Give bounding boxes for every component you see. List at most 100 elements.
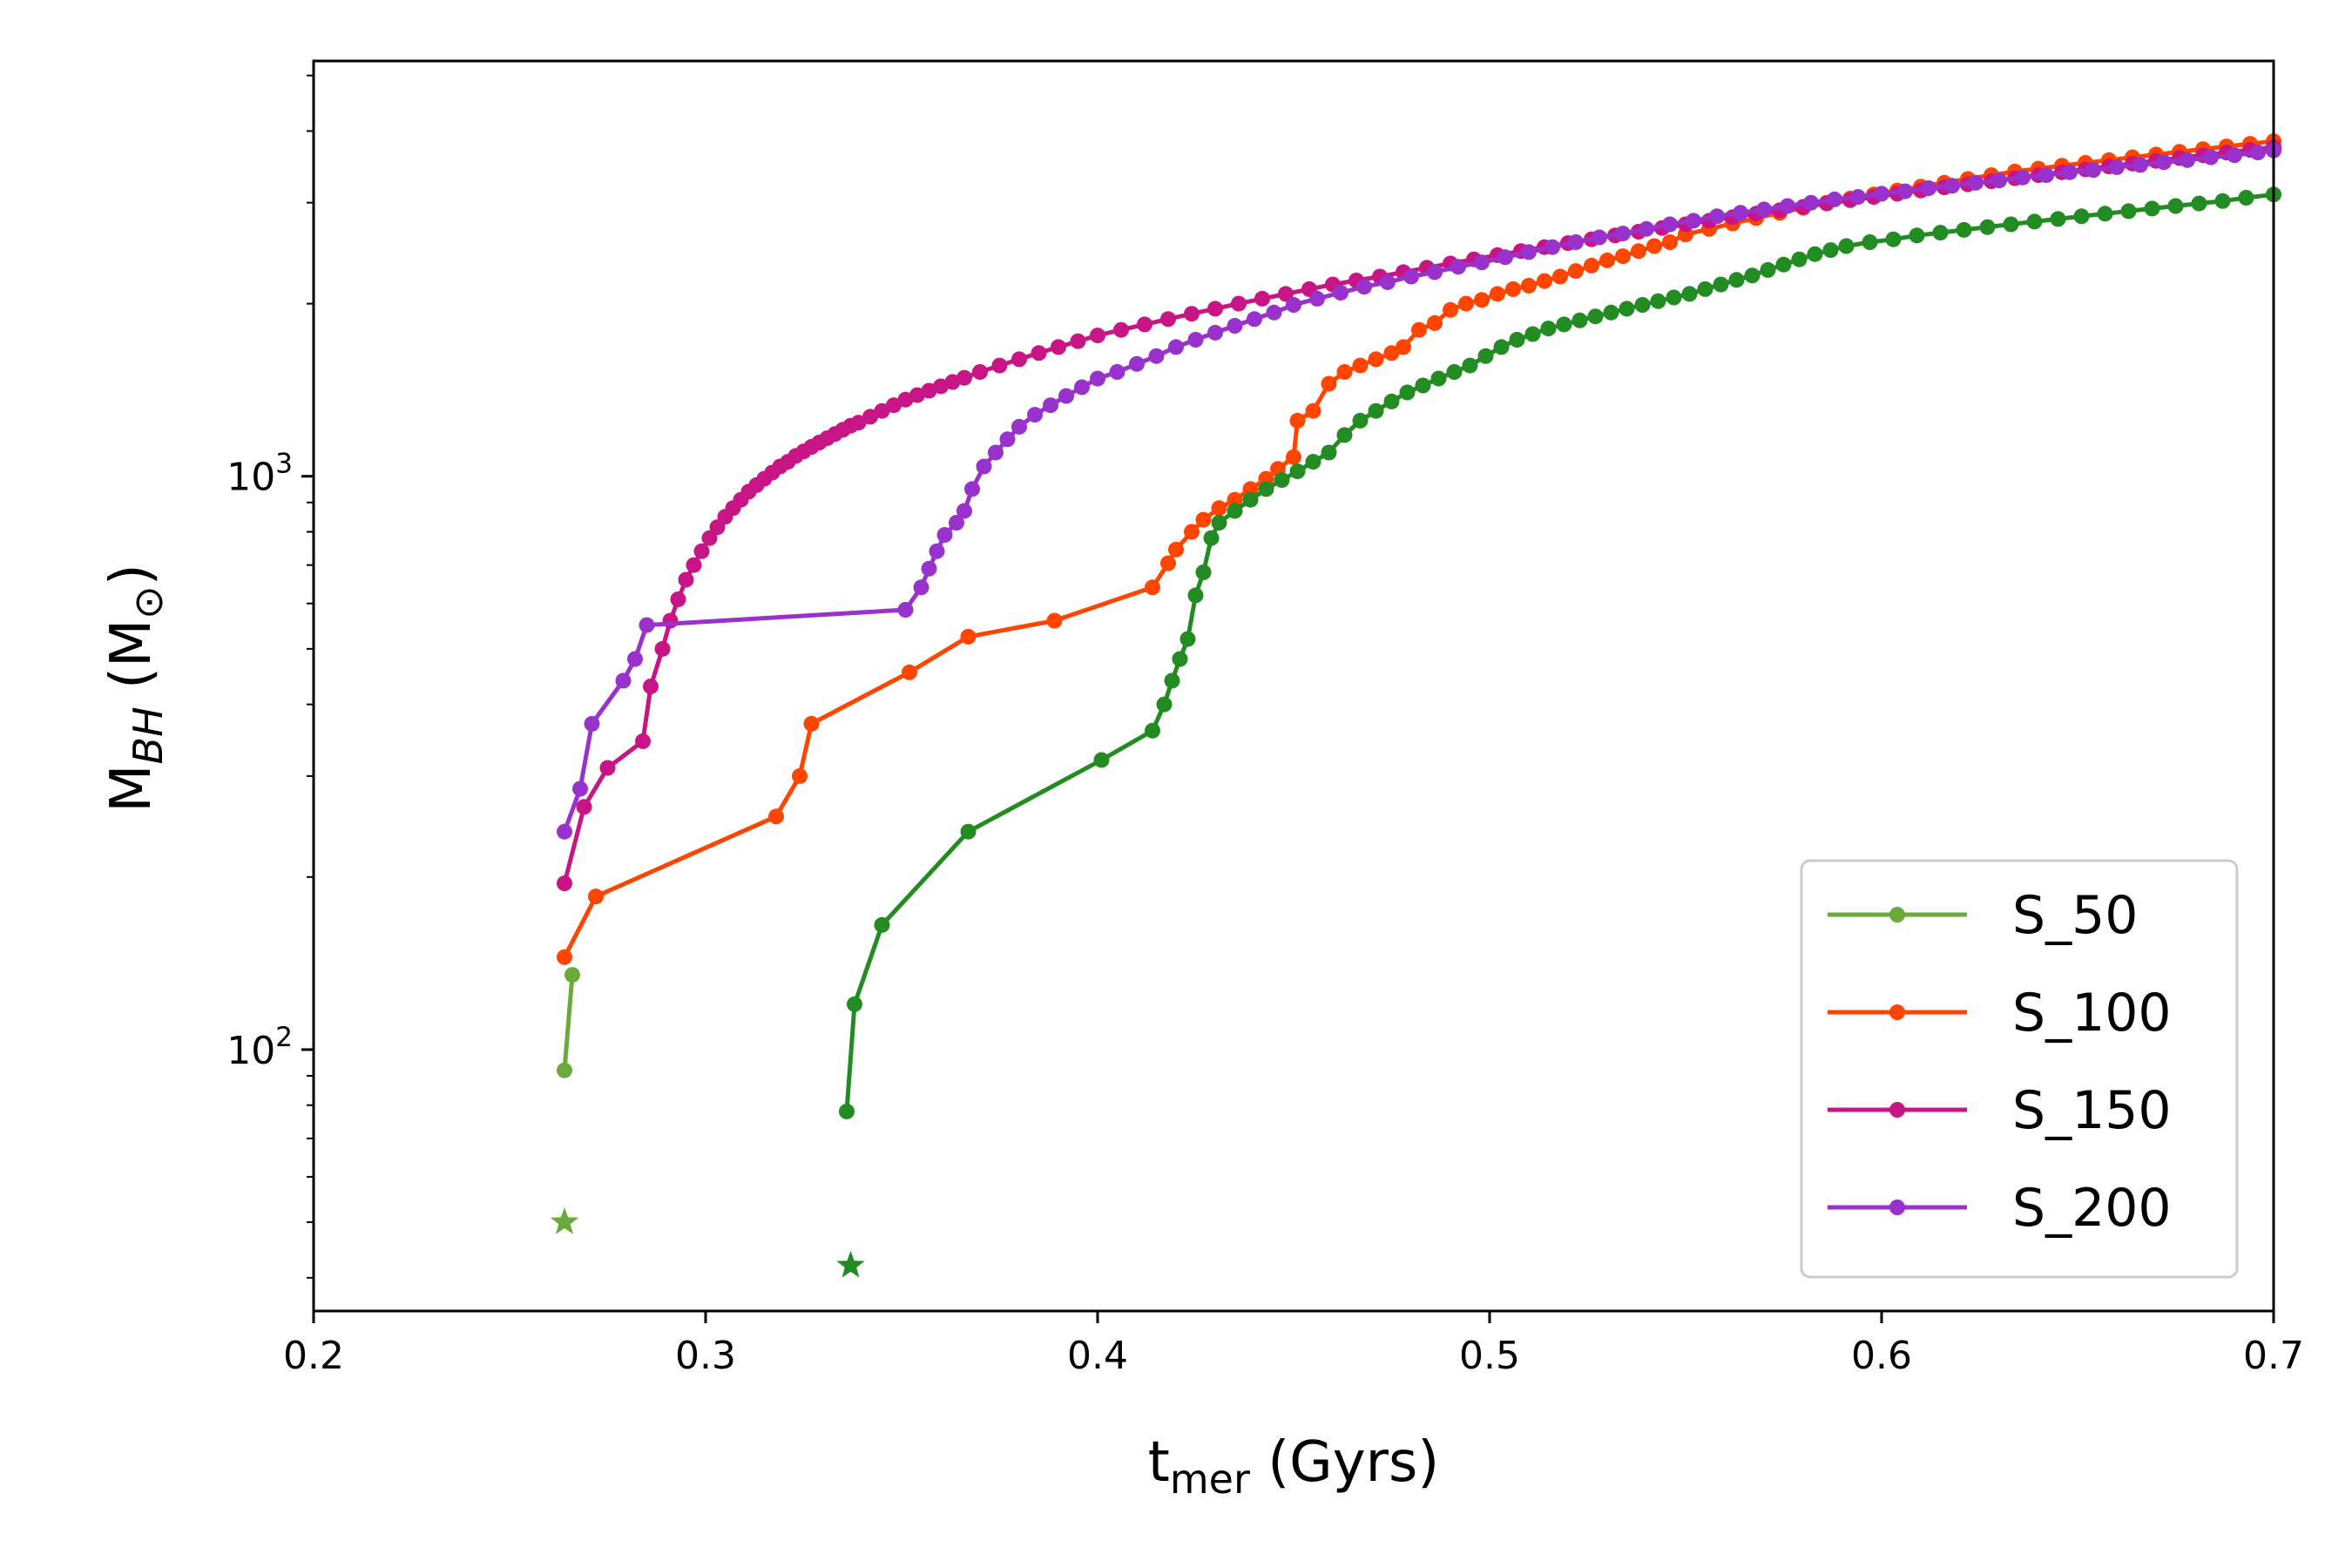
data-point <box>850 415 867 431</box>
data-point <box>1631 243 1646 260</box>
data-point <box>1709 208 1725 225</box>
data-point <box>1356 279 1372 295</box>
data-point <box>1090 328 1105 344</box>
data-point <box>1278 286 1294 302</box>
data-point <box>847 996 862 1012</box>
data-point <box>693 543 710 559</box>
data-point <box>1286 449 1301 465</box>
data-point <box>1681 286 1698 302</box>
series-S_50 <box>550 967 580 1234</box>
data-point <box>1662 234 1678 250</box>
data-point <box>1195 564 1212 580</box>
data-point <box>1227 491 1243 508</box>
data-point <box>1352 412 1369 429</box>
data-point <box>1897 183 1913 199</box>
data-point <box>1446 364 1463 380</box>
series-line <box>562 139 2274 958</box>
data-point <box>627 651 643 667</box>
data-point <box>1090 370 1105 387</box>
data-point <box>1568 263 1584 280</box>
data-point <box>1058 388 1074 404</box>
data-point <box>1944 178 1960 194</box>
data-point <box>803 715 820 732</box>
x-tick-label: 0.6 <box>1851 1334 1912 1378</box>
legend: S_50 S_100 S_150 S_200 <box>1800 859 2239 1279</box>
data-point <box>1145 579 1160 596</box>
data-point <box>2214 193 2231 209</box>
data-point <box>1885 231 1902 247</box>
series-line <box>562 974 575 1071</box>
data-point <box>1666 289 1682 306</box>
data-point <box>2003 216 2019 233</box>
data-point <box>1380 274 1396 290</box>
data-point <box>1203 530 1220 546</box>
data-point <box>1474 254 1490 271</box>
data-point <box>1756 201 1772 218</box>
data-point <box>1458 295 1474 312</box>
data-point <box>1137 316 1152 333</box>
data-point <box>1258 481 1274 497</box>
data-point <box>1187 587 1204 604</box>
data-point <box>1807 246 1823 262</box>
data-point <box>2156 154 2172 171</box>
data-point <box>1396 339 1411 355</box>
data-point <box>1592 229 1607 246</box>
data-point <box>615 672 632 689</box>
data-point <box>991 357 1008 374</box>
data-point <box>1172 651 1188 667</box>
data-point <box>1697 280 1713 297</box>
data-point <box>1168 339 1184 355</box>
data-point <box>1187 332 1204 348</box>
data-point <box>2144 200 2160 217</box>
series-line <box>562 145 2274 884</box>
data-point <box>635 733 651 749</box>
data-point <box>1634 297 1651 313</box>
data-point <box>1148 348 1165 364</box>
data-point <box>1497 249 1513 266</box>
data-point <box>929 543 945 559</box>
data-point <box>1803 194 1819 211</box>
data-point <box>1571 312 1588 328</box>
data-point <box>1477 348 1494 364</box>
data-point <box>1383 393 1400 409</box>
data-point <box>678 571 694 588</box>
series-S_100 <box>557 133 2281 965</box>
series-S_50 <box>836 186 2281 1278</box>
data-point <box>1450 259 1466 275</box>
data-point <box>2062 164 2078 180</box>
data-point <box>1179 631 1196 647</box>
data-point <box>874 402 890 419</box>
data-point <box>897 391 914 408</box>
data-point <box>1145 722 1160 739</box>
data-point <box>909 387 925 403</box>
data-point <box>933 378 949 395</box>
legend-marker <box>1889 1004 1905 1020</box>
legend-marker <box>1889 1102 1905 1118</box>
data-point <box>2238 190 2254 206</box>
data-point <box>1639 220 1654 237</box>
data-point <box>1195 511 1212 528</box>
data-point <box>1509 332 1525 348</box>
data-point <box>1027 407 1043 423</box>
data-point <box>1615 248 1631 265</box>
data-point <box>1184 524 1200 540</box>
data-point <box>1411 321 1427 338</box>
data-point <box>1650 293 1666 309</box>
legend-box <box>1800 859 2239 1279</box>
data-point <box>1791 251 1808 267</box>
data-point <box>1874 186 1889 202</box>
data-point <box>2109 159 2125 175</box>
data-point <box>1227 503 1243 519</box>
data-point <box>1211 500 1227 517</box>
data-point <box>956 369 972 386</box>
data-point <box>1211 515 1227 531</box>
data-point <box>886 397 902 414</box>
data-point <box>1383 345 1400 362</box>
data-point <box>1827 191 1842 207</box>
data-point <box>1862 234 1878 250</box>
data-point <box>1956 221 1972 238</box>
legend-label: S_50 <box>2012 885 2138 946</box>
data-point <box>639 617 655 633</box>
data-point <box>2250 145 2266 161</box>
data-point <box>1521 244 1537 260</box>
